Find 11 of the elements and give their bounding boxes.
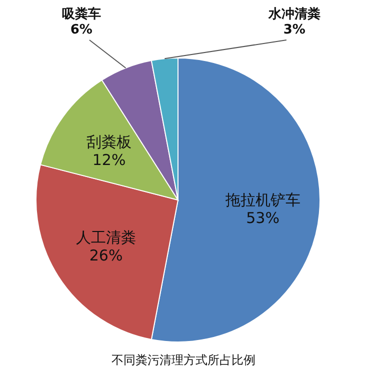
data-label: 6% [70, 22, 92, 38]
data-label: 53% [246, 209, 280, 228]
slice-label: 拖拉机铲车 [224, 191, 300, 210]
data-label: 12% [92, 150, 126, 169]
data-label: 3% [283, 22, 306, 38]
slice-label: 水冲清粪 [267, 6, 320, 22]
text: 不同粪污清理方式所占比例 [112, 353, 256, 367]
slice-label: 刮粪板 [86, 132, 132, 151]
data-label: 26% [89, 246, 123, 265]
slice-label: 人工清粪 [76, 228, 136, 247]
slice-label: 吸粪车 [62, 6, 101, 22]
